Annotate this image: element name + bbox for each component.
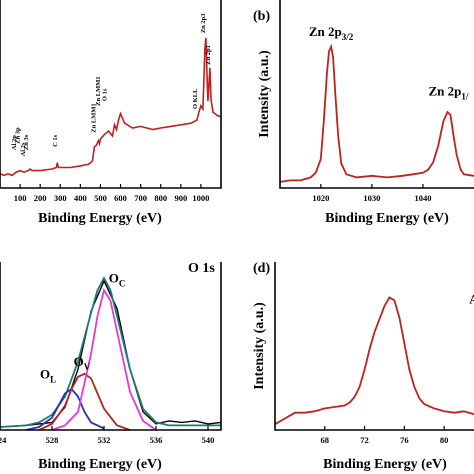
panel-a-peak-label: Zn LMM1 <box>90 103 97 132</box>
panel-d-label: (d) <box>253 261 270 276</box>
panel-c-series-component-3 <box>38 372 131 431</box>
panel-c-xtick-label: 528 <box>46 435 59 445</box>
panel-d-series-line <box>274 296 474 425</box>
panel-a-xtick-label: 200 <box>34 193 47 203</box>
panel-a-peak-label: Zn 2p3 <box>200 13 207 33</box>
panel-a-peak-label: Zn LMM1 <box>95 76 102 105</box>
panel-d-frame <box>274 262 474 431</box>
panel-a-xtick-label: 500 <box>94 193 107 203</box>
panel-a-marks <box>0 37 222 177</box>
panel-a-series-line <box>0 37 222 177</box>
panel-c: OC OV OL 524 528 532 536 540 O 1s Binding Ener… <box>0 261 222 472</box>
panel-b-frame <box>279 0 474 189</box>
panel-c-xlabel: Binding Energy (eV) <box>38 457 162 472</box>
panel-d-xtick-label: 68 <box>321 435 330 445</box>
panel-b-xtick-label: 1020 <box>312 193 329 203</box>
panel-c-title: O 1s <box>188 261 215 276</box>
panel-b: Zn 2p3/2 Zn 2p1/ 1020 1030 1040 (b) Intensi… <box>253 0 474 226</box>
panel-b-peak-label: Zn 2p3/2 <box>309 24 354 42</box>
panel-d-annotations: A <box>469 291 474 306</box>
panel-d-marks <box>274 296 474 425</box>
panel-d: A 68 72 76 80 (d) Intensity (a.u.) Binding … <box>252 261 474 472</box>
panel-a-peak-label: O KLL <box>192 88 199 109</box>
panel-c-xtick-label: 536 <box>150 435 163 445</box>
panel-c-xtick-label: 524 <box>0 435 7 445</box>
panel-c-frame <box>0 262 222 431</box>
panel-a-peak-label: C 1s <box>52 134 59 147</box>
panel-c-series-component-4 <box>51 287 157 431</box>
panel-b-ticks: 1020 1030 1040 <box>312 184 431 203</box>
panel-a-ticks: 100 200 300 400 500 600 700 800 900 1000 <box>14 184 209 203</box>
panel-d-xlabel: Binding Energy (eV) <box>323 457 447 472</box>
panel-a-xtick-label: 300 <box>54 193 67 203</box>
panel-c-peak-label: OL <box>40 366 56 384</box>
panel-c-annotations: OC OV OL <box>40 271 125 385</box>
panel-b-label: (b) <box>253 9 270 24</box>
panel-c-peak-label: OC <box>109 271 126 289</box>
panel-a-xtick-label: 400 <box>74 193 87 203</box>
panel-a-peak-label: Zn 2p1 <box>205 45 212 65</box>
panel-a-xtick-label: 900 <box>174 193 187 203</box>
panel-b-peak-label: Zn 2p1/ <box>429 83 469 101</box>
panel-a-peak-label: Zn 3p <box>14 127 21 144</box>
panel-a-xlabel: Binding Energy (eV) <box>38 211 162 226</box>
panel-b-xtick-label: 1030 <box>363 193 380 203</box>
panel-a-xtick-label: 100 <box>14 193 27 203</box>
panel-d-ticks: 68 72 76 80 <box>321 426 449 445</box>
panel-c-xtick-label: 540 <box>202 435 215 445</box>
panel-a-peak-label: O 1s <box>101 88 108 101</box>
panel-a-peak-label: Zn 3s <box>23 134 30 150</box>
panel-b-series-line <box>279 43 474 183</box>
panel-d-xtick-label: 72 <box>360 435 369 445</box>
panel-a-xtick-label: 600 <box>114 193 127 203</box>
panel-a-peak-label: Al 2s <box>20 142 27 156</box>
panel-d-xtick-label: 80 <box>440 435 449 445</box>
panel-d-ylabel: Intensity (a.u.) <box>252 302 267 390</box>
panel-c-peak-label: OV <box>74 354 91 372</box>
panel-d-xtick-label: 76 <box>400 435 409 445</box>
panel-c-series-envelope-1 <box>0 276 221 428</box>
panel-c-series-component-2 <box>25 387 105 431</box>
panel-a-xtick-label: 1000 <box>192 193 209 203</box>
panel-d-peak-label: A <box>469 291 474 306</box>
panel-a-frame <box>0 0 222 189</box>
panel-b-xlabel: Binding Energy (eV) <box>325 211 449 226</box>
panel-c-xtick-label: 532 <box>98 435 111 445</box>
panel-b-marks <box>279 43 474 183</box>
panel-b-xtick-label: 1040 <box>414 193 431 203</box>
panel-a-xtick-label: 700 <box>134 193 147 203</box>
panel-a-peak-label: Al 2p <box>11 135 18 150</box>
panel-b-ylabel: Intensity (a.u.) <box>257 50 272 138</box>
panel-a-xtick-label: 800 <box>154 193 167 203</box>
panel-c-marks <box>0 276 222 431</box>
panel-c-ticks: 524 528 532 536 540 <box>0 426 214 445</box>
